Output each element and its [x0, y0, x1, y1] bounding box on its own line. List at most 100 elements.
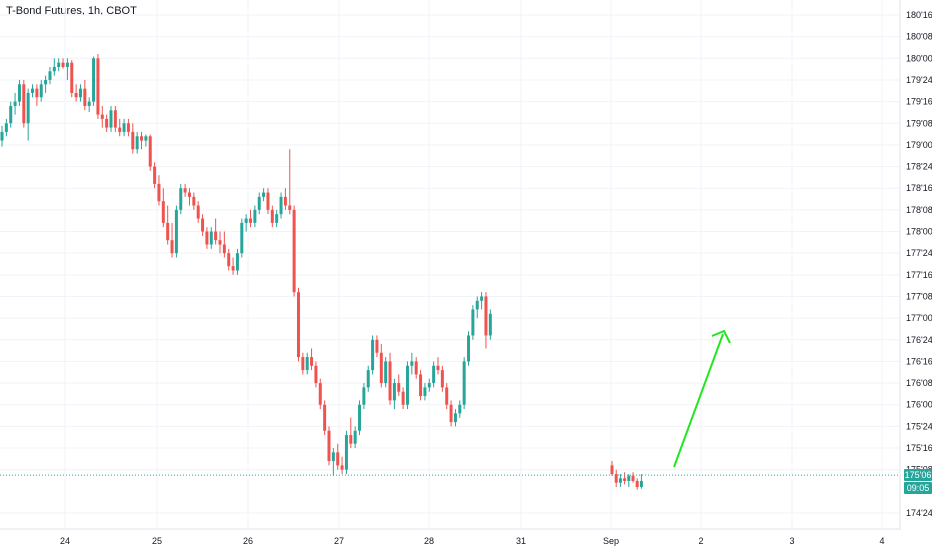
candle-body [414, 361, 418, 375]
y-axis[interactable]: 180'16 180'08 180'00 179'24 179'16 179'08 179'… [906, 10, 932, 518]
candle [627, 474, 631, 488]
candle-body [436, 365, 440, 371]
candle [427, 378, 431, 392]
candle-body [401, 391, 405, 405]
candle [353, 426, 357, 449]
candle-body [488, 313, 492, 336]
candle [401, 387, 405, 410]
candle [453, 409, 457, 427]
candle [87, 97, 91, 113]
candle [458, 400, 462, 418]
candles-group [0, 53, 643, 490]
candle [467, 331, 471, 366]
candle [440, 365, 444, 392]
candle [301, 352, 305, 375]
candle-body [327, 430, 331, 462]
candle [639, 474, 643, 489]
candle-body [26, 92, 30, 124]
candle [366, 365, 370, 392]
candle-body [122, 123, 126, 132]
candle-body [449, 404, 453, 423]
x-tick-label: 4 [879, 536, 884, 546]
candle [231, 257, 235, 275]
candle-body [410, 361, 414, 366]
candle-body [635, 480, 639, 488]
candle-body [371, 339, 375, 371]
candle [118, 118, 122, 137]
candle-body [253, 209, 257, 223]
candle-body [100, 114, 104, 119]
candle [148, 134, 152, 171]
candle-body [432, 365, 436, 384]
candle-body [639, 480, 643, 488]
candle-body [283, 196, 287, 206]
candle [183, 183, 187, 197]
candle-body [9, 105, 13, 124]
candle-body [471, 309, 475, 336]
y-tick-label: 177'24 [906, 248, 932, 258]
candle-body [31, 88, 35, 93]
candle-body [375, 339, 379, 353]
y-tick-label: 176'08 [906, 378, 932, 388]
candle [432, 361, 436, 388]
x-tick-label: 27 [334, 536, 344, 546]
candle-body [148, 136, 152, 167]
candle-body [453, 413, 457, 423]
candle [135, 131, 139, 154]
x-tick-label: 31 [516, 536, 526, 546]
candle [187, 188, 191, 206]
candle-body [96, 58, 100, 115]
candle-body [631, 475, 635, 481]
candle-body [87, 101, 91, 106]
candle-body [392, 383, 396, 401]
candle [288, 149, 292, 215]
candle [362, 383, 366, 410]
candle [44, 75, 48, 93]
candle-body [61, 62, 65, 67]
candle-body [231, 266, 235, 271]
candle-body [218, 240, 222, 245]
chart-title: T-Bond Futures, 1h, CBOT [6, 5, 137, 17]
candle [488, 309, 492, 340]
candle [92, 56, 96, 106]
candle-body [366, 370, 370, 388]
candle-body [105, 118, 109, 128]
candle [262, 188, 266, 202]
candle [214, 218, 218, 245]
y-tick-label: 178'08 [906, 205, 932, 215]
candle-body [623, 478, 627, 481]
candle [122, 118, 126, 137]
candle [410, 352, 414, 375]
candle-body [614, 474, 618, 483]
candle-body [270, 209, 274, 223]
candle [449, 400, 453, 427]
candle [83, 79, 87, 111]
candle-body [445, 387, 449, 405]
y-tick-label: 175'24 [906, 421, 932, 431]
candle-body [462, 361, 466, 405]
candle-body [83, 88, 87, 106]
candle [405, 361, 409, 410]
y-tick-label: 176'24 [906, 335, 932, 345]
candle-body [135, 136, 139, 150]
candle [174, 205, 178, 258]
candle-body [240, 222, 244, 254]
candle [131, 123, 135, 154]
candle [371, 335, 375, 375]
candle-body [379, 352, 383, 384]
candle-body [161, 201, 165, 223]
candle-body [78, 88, 82, 98]
candle [74, 84, 78, 102]
x-axis[interactable]: 24 25 26 27 28 31 Sep 2 3 4 [60, 536, 885, 546]
candle [0, 125, 4, 147]
candle-body [126, 123, 130, 132]
candle [275, 209, 279, 228]
candle-body [458, 404, 462, 414]
candle-body [262, 192, 266, 197]
candle [471, 305, 475, 340]
y-tick-label: 180'00 [906, 53, 932, 63]
candle-body [467, 335, 471, 362]
y-tick-label: 175'16 [906, 443, 932, 453]
candle-body [109, 110, 113, 128]
